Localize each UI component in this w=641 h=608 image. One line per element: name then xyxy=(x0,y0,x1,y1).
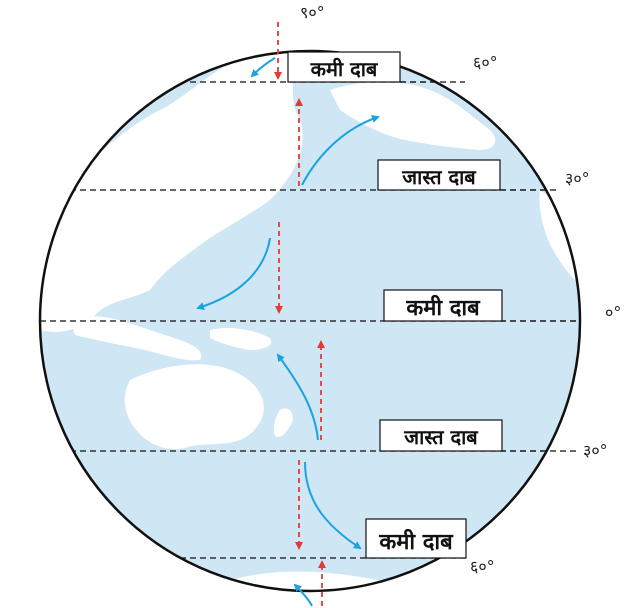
pressure-label-north-60: कमी दाब xyxy=(287,51,401,83)
pressure-text-north-30: जास्त दाब xyxy=(401,165,477,189)
pressure-text-equator: कमी दाब xyxy=(405,294,481,321)
land-new-guinea xyxy=(210,327,272,350)
land-indonesia xyxy=(70,316,202,361)
land-japan xyxy=(194,185,230,237)
pressure-label-equator: कमी दाब xyxy=(383,289,503,322)
surface-wind-arrows xyxy=(196,57,380,607)
pressure-text-south-30: जास्त दाब xyxy=(403,425,479,449)
blue-arrow-south-westerly xyxy=(304,461,362,550)
latitude-label-south-60: ६०° xyxy=(470,557,495,576)
globe-outline xyxy=(38,49,582,593)
vertical-air-arrows xyxy=(274,22,326,606)
latitude-label-north-30: ३०° xyxy=(565,169,590,188)
pressure-label-south-30: जास्त दाब xyxy=(379,419,503,452)
blue-arrow-south-polar xyxy=(293,583,313,607)
latitude-label-south-30: ३०° xyxy=(583,441,608,460)
pressure-box xyxy=(383,289,503,322)
land-new-zealand xyxy=(273,408,293,438)
blue-arrow-south-trade xyxy=(276,353,319,441)
pressure-label-north-30: जास्त दाब xyxy=(377,159,501,191)
pressure-text-north-60: कमी दाब xyxy=(310,57,379,81)
latitude-label-north-60: ६०° xyxy=(473,53,498,72)
blue-arrow-north-westerly xyxy=(301,115,380,186)
pressure-text-south-60: कमी दाब xyxy=(378,528,454,555)
pressure-box xyxy=(379,419,503,452)
land-alaska xyxy=(330,81,496,150)
pressure-box xyxy=(377,159,501,191)
pressure-box xyxy=(365,518,467,559)
latitude-label-equator: ०° xyxy=(605,303,621,322)
pressure-box xyxy=(287,51,401,83)
latitude-label-north-pole: ९०° xyxy=(300,3,325,22)
blue-arrow-north-trade xyxy=(196,237,271,311)
land-north-america-edge xyxy=(539,190,579,280)
blue-arrow-north-polar xyxy=(250,57,276,78)
pressure-label-south-60: कमी दाब xyxy=(365,518,467,559)
land-australia xyxy=(124,364,264,450)
